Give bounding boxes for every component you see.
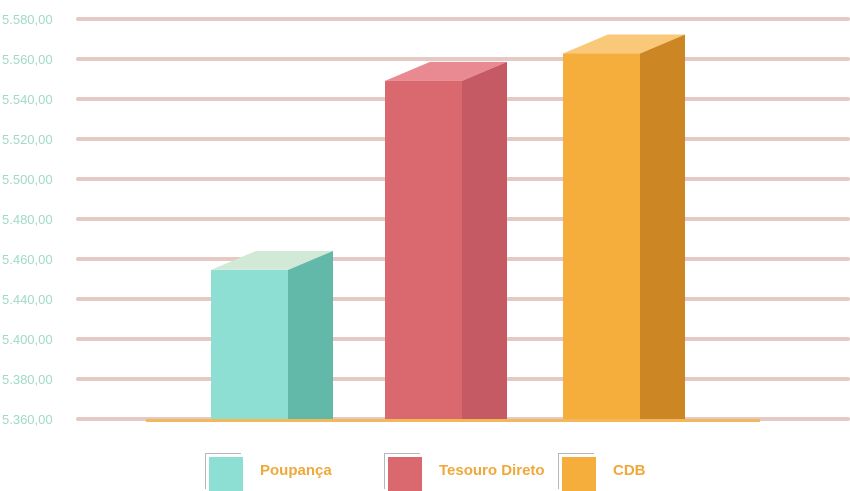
- baseline: [146, 419, 760, 422]
- y-tick-label: 5.360,00: [2, 412, 53, 427]
- legend-item-cdb: CDB: [558, 447, 646, 491]
- bar-cdb: [563, 34, 685, 419]
- y-tick-label: 5.580,00: [2, 12, 53, 27]
- legend-label-poupanca: Poupança: [260, 462, 332, 479]
- legend-label-cdb: CDB: [613, 462, 646, 479]
- y-tick-label: 5.460,00: [2, 252, 53, 267]
- bar-top: [563, 34, 685, 54]
- y-tick-label: 5.480,00: [2, 212, 53, 227]
- bar-front: [211, 269, 288, 419]
- y-tick-label: 5.380,00: [2, 372, 53, 387]
- legend-swatch-poupanca: [205, 451, 243, 491]
- y-tick-label: 5.540,00: [2, 92, 53, 107]
- bar-side: [640, 34, 685, 419]
- bar-poupanca: [211, 250, 333, 419]
- bar-side: [288, 250, 333, 419]
- bar-front: [385, 80, 462, 420]
- bar-side: [462, 61, 507, 420]
- legend-item-poupanca: Poupança: [205, 447, 332, 491]
- legend-label-tesouro-direto: Tesouro Direto: [439, 462, 545, 479]
- bars: [211, 34, 685, 420]
- legend-item-tesouro-direto: Tesouro Direto: [384, 447, 545, 491]
- y-tick-label: 5.500,00: [2, 172, 53, 187]
- bar-tesouro-direto: [385, 61, 507, 420]
- bar-front: [563, 53, 640, 419]
- legend: Poupança Tesouro Direto CDB: [0, 447, 850, 491]
- y-tick-label: 5.400,00: [2, 332, 53, 347]
- y-axis-ticks: 5.580,00 5.560,00 5.540,00 5.520,00 5.500,00…: [2, 12, 53, 427]
- bar-chart: 5.580,00 5.560,00 5.540,00 5.520,00 5.500,00…: [2, 12, 850, 427]
- y-tick-label: 5.560,00: [2, 52, 53, 67]
- y-tick-label: 5.440,00: [2, 292, 53, 307]
- bar-top: [211, 250, 333, 270]
- legend-swatch-cdb: [558, 451, 596, 491]
- bar-top: [385, 61, 507, 81]
- y-tick-label: 5.520,00: [2, 132, 53, 147]
- legend-swatch-tesouro-direto: [384, 451, 422, 491]
